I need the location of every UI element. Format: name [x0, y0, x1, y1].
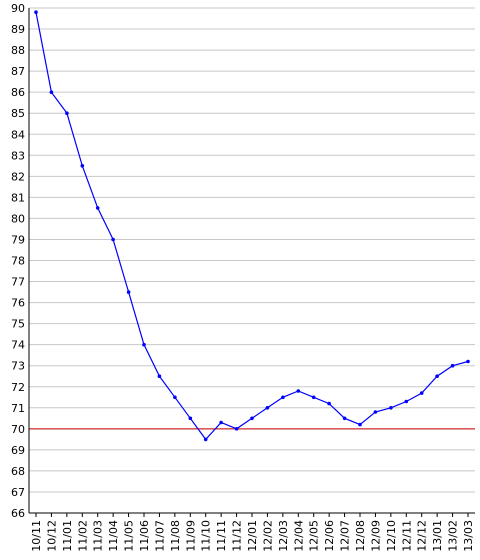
data-point	[327, 401, 331, 406]
x-tick-label: 11/11	[215, 520, 228, 552]
data-point	[234, 427, 239, 431]
y-tick-label: 74	[11, 339, 25, 352]
data-point	[342, 416, 347, 421]
y-tick-label: 81	[11, 191, 25, 204]
data-point	[435, 374, 439, 379]
data-point	[419, 391, 424, 395]
y-tick-label: 83	[11, 149, 25, 162]
axes	[28, 8, 475, 514]
data-point	[358, 422, 362, 427]
x-tick-label: 11/07	[153, 520, 166, 552]
x-tick-label: 12/10	[385, 520, 398, 552]
x-tick-label: 12/04	[292, 520, 305, 552]
y-tick-label: 77	[11, 276, 25, 289]
data-point	[203, 437, 208, 442]
x-tick-label: 12/06	[323, 520, 336, 552]
x-tick-label: 12/01	[246, 520, 259, 552]
x-axis-tick-labels: 10/11 10/12 11/01 11/02 11/03 11/04 11/05 11/06…	[30, 520, 475, 552]
x-tick-label: 11/03	[92, 520, 105, 552]
y-tick-label: 66	[11, 507, 25, 520]
x-tick-label: 12/09	[369, 520, 382, 552]
y-tick-label: 75	[11, 318, 25, 331]
y-tick-label: 67	[11, 486, 25, 499]
data-point	[65, 111, 69, 115]
y-axis-tick-labels: 66 67 68 69 70 71 72 73 74 75 76 77 78 79 80 81 82 83 84 85…	[11, 2, 25, 520]
y-tick-label: 76	[11, 297, 25, 310]
x-tick-label: 11/01	[61, 520, 74, 552]
y-tick-label: 85	[11, 107, 25, 120]
y-tick-label: 89	[11, 23, 25, 36]
data-point	[219, 420, 223, 425]
y-tick-label: 70	[11, 423, 25, 436]
x-tick-label: 10/11	[30, 520, 43, 552]
x-tick-label: 11/09	[184, 520, 197, 552]
data-point	[389, 406, 393, 410]
data-point	[450, 363, 455, 368]
y-tick-label: 72	[11, 381, 25, 394]
data-point	[173, 395, 177, 400]
y-tick-label: 71	[11, 402, 25, 415]
y-tick-label: 80	[11, 212, 25, 225]
data-point	[34, 10, 38, 14]
data-point	[111, 237, 115, 242]
data-point	[466, 359, 470, 364]
y-tick-label: 84	[11, 128, 25, 141]
x-tick-label: 12/05	[308, 520, 321, 552]
data-point	[281, 395, 285, 400]
data-point	[80, 164, 85, 168]
series-line	[35, 12, 469, 441]
x-tick-label: 11/04	[107, 520, 120, 552]
data-point	[95, 206, 100, 210]
data-point	[142, 342, 146, 347]
data-point	[49, 90, 54, 94]
y-tick-label: 87	[11, 65, 25, 78]
x-tick-label: 12/11	[400, 520, 413, 552]
y-tick-label: 68	[11, 465, 25, 478]
y-tick-label: 90	[11, 2, 25, 15]
x-tick-label: 11/10	[200, 520, 213, 552]
gridlines	[29, 7, 475, 514]
y-tick-label: 73	[11, 360, 25, 373]
x-tick-label: 13/01	[431, 520, 444, 552]
y-tick-label: 88	[11, 44, 25, 57]
y-tick-label: 69	[11, 444, 25, 457]
data-point	[188, 416, 193, 421]
x-tick-label: 12/08	[354, 520, 367, 552]
x-tick-label: 13/03	[462, 520, 475, 552]
x-tick-label: 12/02	[261, 520, 274, 552]
y-tick-label: 79	[11, 233, 25, 246]
x-tick-label: 11/06	[138, 520, 151, 552]
data-point	[157, 374, 162, 379]
x-tick-label: 12/07	[339, 520, 352, 552]
x-tick-label: 11/12	[231, 520, 244, 552]
y-tick-label: 86	[11, 86, 25, 99]
data-point	[373, 410, 378, 414]
x-tick-label: 12/12	[416, 520, 429, 552]
x-tick-label: 11/08	[169, 520, 182, 552]
data-series	[34, 10, 470, 442]
data-point	[126, 290, 131, 294]
x-tick-label: 11/05	[123, 520, 136, 552]
x-tick-label: 10/12	[45, 520, 58, 552]
x-tick-label: 11/02	[76, 520, 89, 552]
data-point	[296, 389, 301, 393]
y-tick-label: 78	[11, 255, 25, 268]
x-tick-label: 13/02	[447, 520, 460, 552]
data-point	[311, 395, 316, 400]
y-tick-label: 82	[11, 170, 25, 183]
x-axis-ticks	[35, 513, 469, 517]
data-point	[404, 399, 409, 404]
data-point	[250, 416, 254, 421]
data-point	[265, 406, 270, 410]
x-tick-label: 12/03	[277, 520, 290, 552]
